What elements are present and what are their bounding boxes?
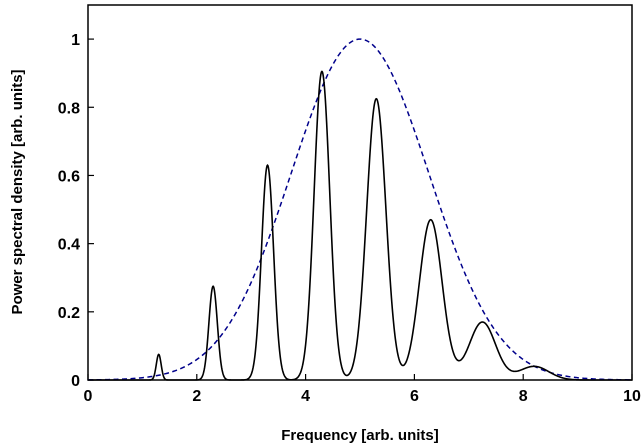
series-group (87, 38, 633, 381)
y-tick-label: 0.2 (58, 305, 80, 322)
plot-frame (87, 4, 633, 381)
x-tick-label: 4 (301, 388, 310, 405)
x-tick-label: 8 (519, 388, 528, 405)
y-axis-ticks: 0 0.2 0.4 0.6 0.8 1 (58, 32, 94, 390)
y-tick-label: 0.6 (58, 168, 80, 185)
y-tick-label: 0 (71, 373, 80, 390)
x-tick-label: 0 (84, 388, 93, 405)
x-axis-ticks: 0 2 4 6 8 10 (84, 374, 641, 405)
x-tick-label: 6 (410, 388, 419, 405)
y-tick-label: 0.8 (58, 100, 80, 117)
x-tick-label: 10 (623, 388, 641, 405)
x-axis-label: Frequency [arb. units] (281, 427, 439, 444)
envelope-line (87, 38, 633, 381)
y-tick-label: 0.4 (58, 237, 80, 254)
x-tick-label: 2 (192, 388, 201, 405)
y-tick-label: 1 (71, 32, 80, 49)
y-axis-label: Power spectral density [arb. units] (9, 69, 26, 314)
spectrum-line (88, 70, 632, 381)
